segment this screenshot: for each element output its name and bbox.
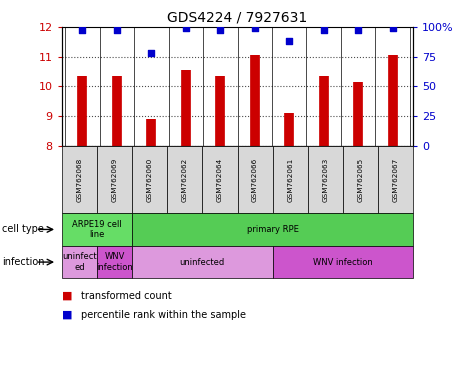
Text: uninfect
ed: uninfect ed bbox=[62, 252, 96, 272]
Text: GSM762065: GSM762065 bbox=[358, 157, 363, 202]
Point bbox=[148, 50, 155, 56]
Text: transformed count: transformed count bbox=[81, 291, 171, 301]
Text: percentile rank within the sample: percentile rank within the sample bbox=[81, 310, 246, 320]
Point bbox=[389, 25, 396, 31]
Text: WNV infection: WNV infection bbox=[313, 258, 373, 266]
Point bbox=[182, 25, 190, 31]
Text: WNV
infection: WNV infection bbox=[96, 252, 133, 272]
Text: GSM762064: GSM762064 bbox=[217, 157, 223, 202]
Text: GSM762069: GSM762069 bbox=[112, 157, 117, 202]
Text: infection: infection bbox=[2, 257, 45, 267]
Point bbox=[251, 25, 258, 31]
Text: ARPE19 cell
line: ARPE19 cell line bbox=[72, 220, 122, 239]
Point bbox=[217, 27, 224, 33]
Point bbox=[113, 27, 121, 33]
Text: GSM762066: GSM762066 bbox=[252, 157, 258, 202]
Text: GSM762063: GSM762063 bbox=[323, 157, 328, 202]
Point bbox=[79, 27, 86, 33]
Text: uninfected: uninfected bbox=[180, 258, 225, 266]
Text: primary RPE: primary RPE bbox=[247, 225, 299, 234]
Text: ■: ■ bbox=[62, 310, 72, 320]
Text: GSM762060: GSM762060 bbox=[147, 157, 152, 202]
Text: GSM762068: GSM762068 bbox=[76, 157, 82, 202]
Text: ■: ■ bbox=[62, 291, 72, 301]
Text: GSM762061: GSM762061 bbox=[287, 157, 293, 202]
Text: cell type: cell type bbox=[2, 224, 44, 235]
Text: GSM762067: GSM762067 bbox=[393, 157, 399, 202]
Text: GSM762062: GSM762062 bbox=[182, 157, 188, 202]
Point bbox=[354, 27, 362, 33]
Title: GDS4224 / 7927631: GDS4224 / 7927631 bbox=[167, 10, 308, 24]
Point bbox=[285, 38, 293, 44]
Point bbox=[320, 27, 327, 33]
